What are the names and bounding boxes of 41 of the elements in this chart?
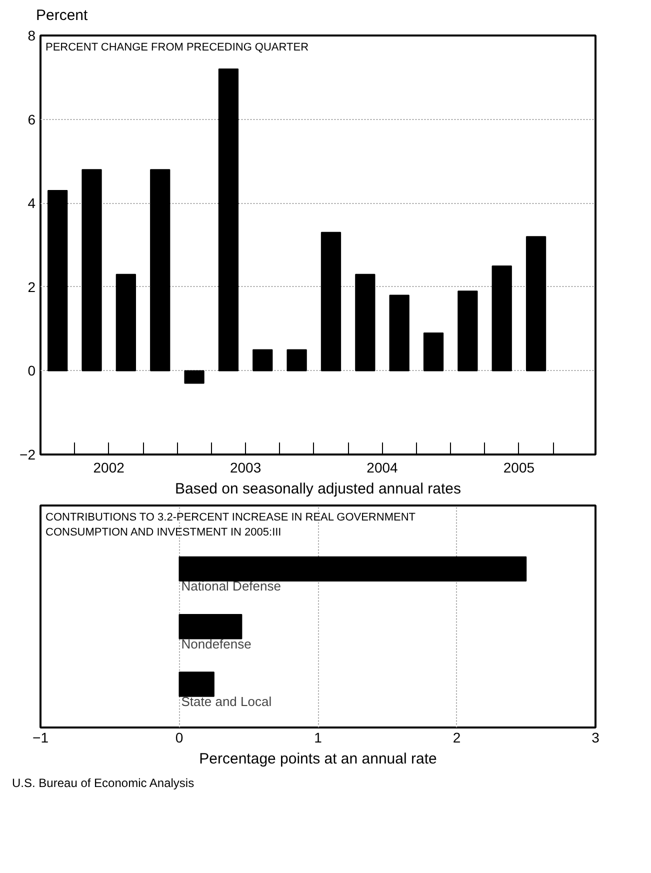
bar bbox=[218, 68, 239, 372]
bar bbox=[286, 349, 307, 372]
y-tick-label: Nondefense bbox=[181, 636, 252, 652]
y-tick-label: National Defense bbox=[181, 578, 281, 594]
y-tick-label: 6 bbox=[28, 111, 36, 128]
bar bbox=[355, 274, 376, 372]
x-tick-label: 1 bbox=[314, 730, 322, 746]
bar bbox=[178, 672, 214, 697]
bar bbox=[178, 556, 527, 582]
bar bbox=[252, 349, 273, 372]
x-axis-title: Based on seasonally adjusted annual rates bbox=[174, 480, 462, 498]
x-tick-label: 2 bbox=[452, 730, 461, 746]
y-tick-label: −2 bbox=[20, 446, 36, 462]
bar bbox=[492, 265, 512, 372]
y-tick-label: 2 bbox=[28, 278, 36, 295]
bar bbox=[82, 169, 102, 372]
x-tick-label: 2002 bbox=[93, 460, 125, 476]
bar bbox=[389, 294, 410, 372]
x-tick-label: −1 bbox=[32, 730, 49, 746]
y-tick-label: State and Local bbox=[181, 694, 272, 710]
text: U.S. Bureau of Economic Analysis bbox=[12, 775, 194, 792]
bar bbox=[178, 614, 242, 640]
y-axis-title: Percent bbox=[36, 6, 88, 26]
bar bbox=[48, 190, 68, 372]
text: CONTRIBUTIONS TO 3.2-PERCENT INCREASE IN REAL GOVERNMENT CONSUMPTION AND INVESTMENT IN 2005:III bbox=[46, 512, 416, 538]
bar bbox=[458, 290, 478, 372]
text: PERCENT CHANGE FROM PRECEDING QUARTER bbox=[46, 42, 309, 54]
bar bbox=[116, 274, 136, 372]
y-tick-label: 0 bbox=[28, 362, 36, 379]
bar bbox=[526, 236, 546, 372]
bar bbox=[184, 370, 204, 384]
x-tick-label: 3 bbox=[592, 730, 600, 746]
x-axis-title: Percentage points at an annual rate bbox=[199, 750, 437, 768]
x-tick-label: 2004 bbox=[366, 460, 398, 476]
y-tick-label: 8 bbox=[28, 28, 36, 44]
x-tick-label: 2003 bbox=[230, 460, 262, 476]
bar bbox=[320, 232, 342, 372]
bar bbox=[150, 169, 170, 372]
y-tick-label: 4 bbox=[28, 195, 36, 212]
bar bbox=[423, 332, 444, 372]
x-tick-label: 2005 bbox=[503, 460, 535, 476]
